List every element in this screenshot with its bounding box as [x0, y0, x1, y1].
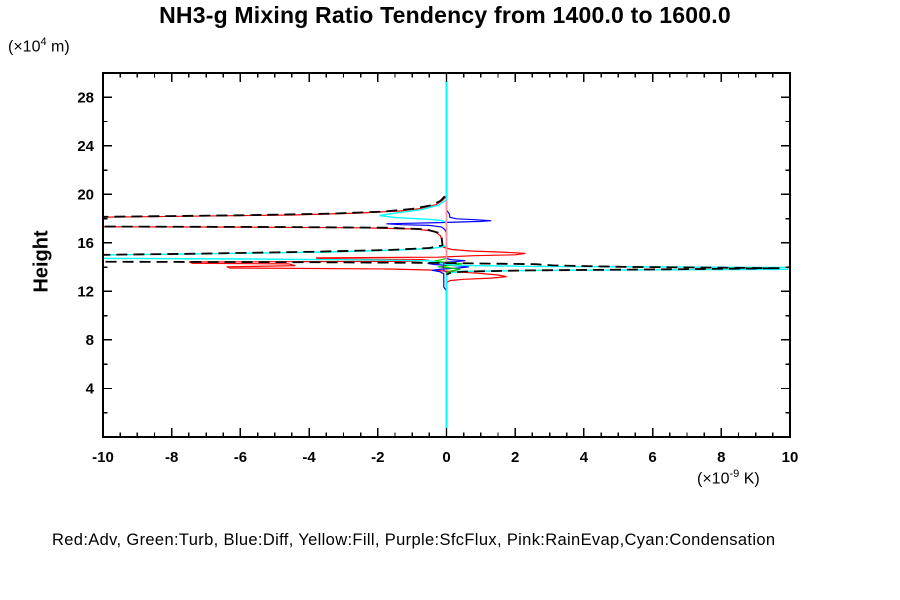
x-tick-label: 2: [511, 449, 519, 466]
x-unit-exponent: -9: [729, 468, 740, 480]
x-tick-label: -6: [234, 449, 247, 466]
x-axis-unit: (×10-9 K): [697, 468, 760, 488]
x-tick-label: 10: [782, 449, 799, 466]
x-tick-label: 6: [648, 449, 656, 466]
x-tick-label: 8: [717, 449, 725, 466]
x-tick-label: 4: [580, 449, 589, 466]
x-tick-label: -10: [92, 449, 114, 466]
x-tick-label: -2: [371, 449, 384, 466]
series-condensation: [103, 73, 789, 437]
y-axis-unit: (×104 m): [8, 36, 70, 56]
x-tick-label: 0: [442, 449, 450, 466]
y-tick-label: 8: [86, 332, 94, 349]
y-tick-label: 4: [86, 380, 95, 397]
y-tick-label: 24: [77, 138, 94, 155]
y-tick-label: 12: [77, 283, 94, 300]
series-sfcflux: [442, 261, 447, 273]
color-key-legend: Red:Adv, Green:Turb, Blue:Diff, Yellow:F…: [52, 531, 776, 549]
y-unit-exponent: 4: [40, 36, 47, 48]
y-tick-label: 16: [77, 235, 94, 252]
series-group: [103, 73, 789, 437]
y-unit-suffix: m): [46, 38, 70, 56]
x-unit-prefix: (×10: [697, 470, 730, 488]
y-unit-prefix: (×10: [8, 38, 41, 56]
y-tick-label: 20: [77, 186, 94, 203]
x-tick-label: -8: [165, 449, 178, 466]
y-tick-label: 28: [77, 89, 94, 106]
chart-title: NH3-g Mixing Ratio Tendency from 1400.0 …: [159, 2, 731, 28]
series-diff: [386, 73, 492, 437]
series-total: [103, 195, 780, 276]
series-turb: [433, 73, 463, 437]
x-tick-label: -4: [302, 449, 316, 466]
x-unit-suffix: K): [739, 470, 760, 488]
